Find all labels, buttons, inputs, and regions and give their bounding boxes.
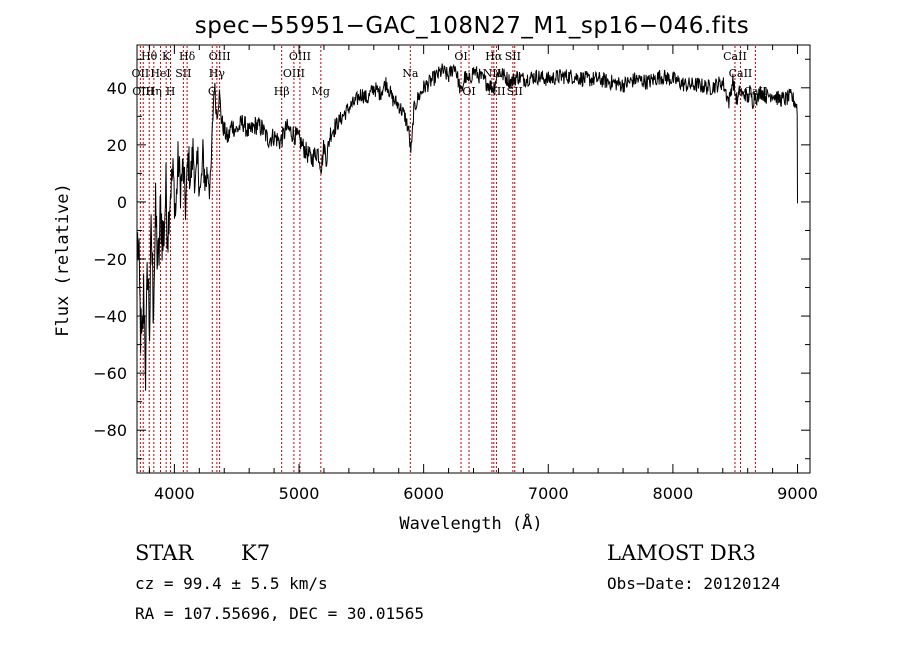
x-tick-label: 6000 [403,484,444,503]
spectral-line-label: K [162,50,171,63]
y-tick-label: 40 [107,79,127,98]
y-tick-label: −80 [93,421,127,440]
x-tick-label: 8000 [653,484,694,503]
x-tick-label: 5000 [279,484,320,503]
plot-frame [136,44,811,474]
spectral-line-label: Hη [146,85,162,98]
spectral-line-label: H [166,85,176,98]
spectral-line-label: Hα [485,50,503,63]
object-subclass: K7 [241,541,270,565]
spectral-line-label: CaII [729,67,753,80]
spectral-line-label: OIII [289,50,311,63]
coordinates: RA = 107.55696, DEC = 30.01565 [135,604,424,623]
spectral-line-label: SII [175,67,191,80]
y-tick-label: 20 [107,136,127,155]
y-tick-label: 0 [117,193,127,212]
y-tick-label: −40 [93,307,127,326]
spectral-line-label: Hβ [274,85,290,98]
obs-date: Obs−Date: 20120124 [607,574,780,593]
spectral-line-label: OII [132,67,150,80]
spectral-line-label: Na [402,67,419,80]
redshift-value: cz = 99.4 ± 5.5 km/s [135,574,328,593]
spectral-line-markers [139,46,756,472]
y-tick-label: −60 [93,364,127,383]
spectral-line-label: HeI [150,67,170,80]
spectral-line-label: CaII [723,50,747,63]
x-axis: 4000 5000 6000 7000 8000 9000 [148,45,818,503]
spectral-line-label: Mg [312,85,330,98]
chart-title: spec−55951−GAC_108N27_M1_sp16−046.fits [195,13,749,39]
object-class: STAR [135,541,194,565]
spectral-line-label: OIII [283,67,305,80]
y-axis-label: Flux (relative) [53,183,73,337]
spectrum-line [137,63,798,391]
spectral-line-label: OI [462,85,475,98]
spectral-line-label: G [208,85,217,98]
survey-name: LAMOST DR3 [607,541,756,565]
spectral-line-label: Hγ [209,67,226,80]
spectral-line-label: Hθ [141,50,158,63]
x-tick-label: 7000 [528,484,569,503]
y-axis: −80 −60 −40 −20 0 20 40 [93,58,810,460]
y-tick-label: −20 [93,250,127,269]
x-tick-label: 9000 [777,484,818,503]
spectral-line-label: SII [505,50,521,63]
spectral-line-label: OI [454,50,467,63]
x-axis-label: Wavelength (Å) [399,512,542,534]
spectral-line-label: Hδ [179,50,196,63]
x-tick-label: 4000 [154,484,195,503]
spectral-line-label: OIII [209,50,231,63]
